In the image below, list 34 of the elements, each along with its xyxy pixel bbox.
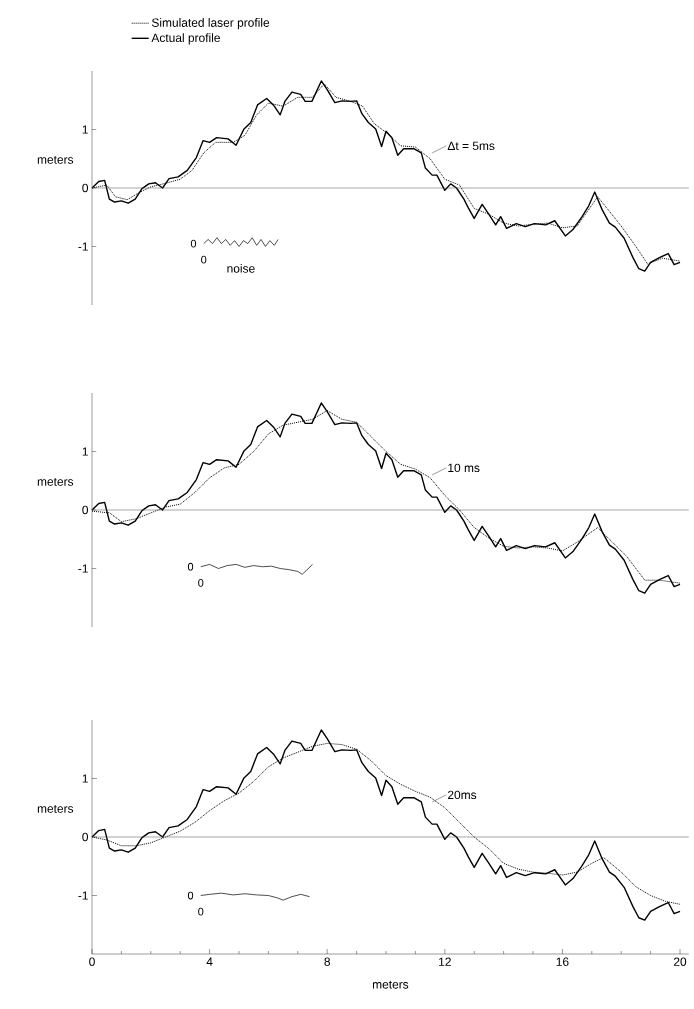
x-tick-label: 8 xyxy=(324,957,330,966)
y-tick-label: 1 xyxy=(82,774,88,783)
y-tick-label: 0 xyxy=(82,183,89,193)
series-label: noise xyxy=(227,263,255,273)
x-axis-title: meters xyxy=(372,980,409,989)
annotation: 0 xyxy=(187,891,194,900)
line-series xyxy=(200,564,313,575)
annotation: 10 ms xyxy=(448,463,480,473)
x-tick-label: 16 xyxy=(556,957,569,966)
x-tick-label: 4 xyxy=(206,957,213,966)
y-tick-label: 0 xyxy=(82,505,89,515)
y-axis-title: meters xyxy=(37,804,74,813)
x-tick-label: 12 xyxy=(439,957,451,966)
legend-label: Simulated laser profile xyxy=(151,18,270,30)
legend-label: Actual profile xyxy=(151,33,220,45)
y-tick-label: 1 xyxy=(82,447,88,456)
y-tick-label: -1 xyxy=(78,564,88,573)
line-series xyxy=(203,237,279,247)
annotation: Δt = 5ms xyxy=(447,141,495,151)
x-tick-label: 20 xyxy=(673,957,687,966)
y-tick-label: -1 xyxy=(78,242,88,251)
annotation: 0 xyxy=(187,562,194,571)
line-series xyxy=(200,892,310,901)
y-tick-label: 0 xyxy=(82,832,89,842)
annotation: 0 xyxy=(198,578,204,587)
y-axis-title: meters xyxy=(37,477,74,486)
annotation: 0 xyxy=(190,239,197,248)
annotation: 20ms xyxy=(447,790,477,800)
y-tick-label: 1 xyxy=(82,125,88,134)
y-axis-title: meters xyxy=(37,155,74,164)
annotation: 0 xyxy=(198,907,204,916)
annotation: 0 xyxy=(201,255,207,264)
y-tick-label: -1 xyxy=(78,891,88,900)
x-tick-label: 0 xyxy=(89,957,95,966)
